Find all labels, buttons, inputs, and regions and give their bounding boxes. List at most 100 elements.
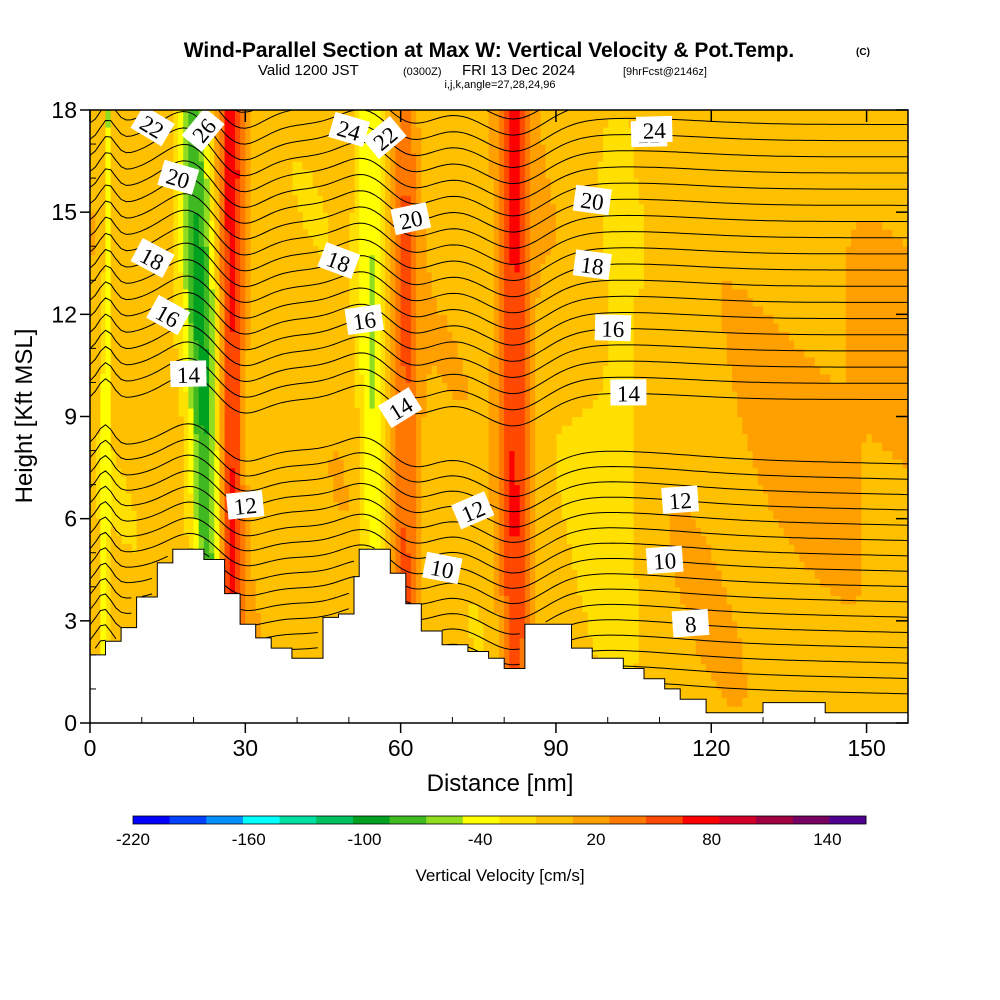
velocity-cell (240, 195, 246, 205)
velocity-cell (121, 305, 127, 315)
velocity-cell (385, 501, 391, 511)
velocity-cell (447, 356, 454, 367)
velocity-cell (240, 399, 246, 409)
velocity-cell (219, 195, 226, 205)
velocity-cell (436, 263, 443, 273)
velocity-cell (302, 263, 309, 273)
velocity-cell (291, 288, 298, 298)
velocity-cell (90, 569, 96, 579)
velocity-cell (442, 578, 448, 588)
velocity-cell (338, 586, 345, 596)
velocity-cell (110, 305, 117, 315)
velocity-cell (416, 552, 422, 562)
velocity-cell (188, 425, 195, 435)
velocity-cell (255, 535, 262, 545)
velocity-cell (276, 544, 283, 554)
velocity-cell (214, 450, 221, 460)
velocity-cell (178, 110, 184, 120)
velocity-cell (115, 280, 122, 290)
velocity-cell (276, 484, 283, 494)
velocity-cell (385, 527, 391, 537)
velocity-cell (234, 254, 241, 264)
velocity-cell (131, 127, 138, 137)
velocity-cell (136, 399, 143, 409)
velocity-cell (266, 212, 272, 222)
velocity-cell (302, 229, 309, 239)
velocity-cell (271, 288, 277, 298)
velocity-cell (426, 586, 433, 596)
velocity-cell (250, 110, 257, 120)
velocity-cell (328, 186, 334, 196)
velocity-cell (473, 595, 479, 605)
velocity-cell (281, 595, 288, 605)
velocity-cell (354, 459, 360, 469)
velocity-cell (193, 220, 200, 230)
velocity-cell (302, 339, 309, 349)
velocity-cell (224, 373, 231, 384)
velocity-cell (286, 561, 293, 571)
velocity-cell (457, 637, 464, 647)
velocity-cell (462, 195, 469, 205)
velocity-cell (390, 425, 397, 435)
velocity-cell (369, 169, 376, 179)
velocity-cell (369, 246, 376, 256)
velocity-cell (338, 433, 345, 443)
velocity-cell (333, 390, 340, 401)
velocity-cell (328, 459, 334, 469)
velocity-cell (457, 220, 464, 230)
velocity-cell (193, 484, 200, 494)
velocity-cell (100, 501, 107, 511)
velocity-cell (266, 186, 272, 196)
velocity-cell (100, 586, 107, 596)
velocity-cell (317, 127, 324, 137)
velocity-cell (348, 493, 355, 503)
velocity-cell (297, 237, 303, 247)
velocity-cell (436, 229, 443, 239)
velocity-cell (333, 161, 340, 171)
velocity-cell (121, 144, 127, 154)
velocity-cell (416, 169, 422, 179)
velocity-cell (260, 569, 267, 579)
velocity-cell (457, 459, 464, 469)
velocity-cell (390, 280, 397, 290)
velocity-cell (198, 263, 205, 273)
velocity-cell (286, 390, 293, 401)
velocity-cell (457, 297, 464, 307)
velocity-cell (234, 339, 241, 349)
velocity-cell (240, 178, 246, 188)
velocity-cell (328, 297, 334, 307)
velocity-cell (260, 544, 267, 554)
velocity-cell (302, 314, 309, 324)
velocity-cell (105, 135, 112, 145)
velocity-cell (364, 186, 371, 196)
velocity-cell (421, 322, 428, 332)
velocity-cell (426, 493, 433, 503)
velocity-cell (178, 518, 184, 528)
velocity-cell (224, 586, 231, 596)
velocity-cell (162, 416, 169, 426)
velocity-cell (302, 501, 309, 511)
velocity-cell (369, 152, 376, 162)
velocity-cell (302, 127, 309, 137)
velocity-cell (209, 229, 215, 239)
velocity-cell (452, 186, 459, 196)
velocity-cell (291, 484, 298, 494)
velocity-cell (452, 152, 459, 162)
velocity-cell (328, 535, 334, 545)
velocity-cell (250, 263, 257, 273)
velocity-cell (198, 407, 205, 418)
velocity-cell (410, 561, 417, 571)
velocity-cell (333, 152, 340, 162)
velocity-cell (395, 339, 402, 349)
velocity-cell (385, 484, 391, 494)
velocity-cell (240, 339, 246, 349)
velocity-cell (115, 135, 122, 145)
velocity-cell (333, 169, 340, 179)
velocity-cell (105, 263, 112, 273)
velocity-cell (276, 407, 283, 418)
velocity-cell (281, 127, 288, 137)
velocity-cell (219, 212, 226, 222)
velocity-cell (473, 544, 479, 554)
velocity-cell (115, 229, 122, 239)
velocity-cell (426, 339, 433, 349)
